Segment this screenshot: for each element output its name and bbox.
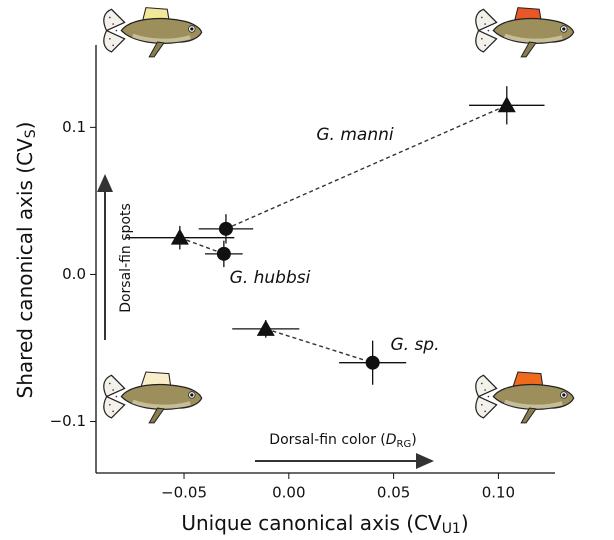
x-tick-label: 0.10 [482, 484, 515, 502]
point-circle [219, 222, 233, 236]
x-axis-title: Unique canonical axis (CVU1) [181, 511, 468, 538]
axis-title-text: U1 [442, 521, 461, 537]
x-tick-label: 0.00 [272, 484, 305, 502]
axis-title-text: ) [461, 511, 469, 535]
point-circle [366, 356, 380, 370]
annotation-text: ) [411, 432, 416, 448]
fish-icon [476, 8, 574, 57]
point-triangle [498, 96, 516, 112]
chart: Dorsal-fin spots Dorsal-fin color (DRG) … [0, 0, 614, 540]
annotation-text: Dorsal-fin color ( [269, 432, 385, 448]
y-tick-label: 0.1 [62, 118, 86, 136]
y-tick-label: 0.0 [62, 265, 86, 283]
connector-line [226, 105, 507, 229]
point-triangle [257, 320, 275, 336]
axis-title-text: Shared canonical axis (CV [13, 138, 37, 399]
y-tick-label: −0.1 [50, 412, 86, 430]
connector-line [180, 238, 224, 254]
axis-title-text: ) [13, 122, 37, 130]
annotation: Dorsal-fin color (DRG) [269, 432, 416, 450]
fish-icon [476, 372, 574, 423]
series-label: G. manni [316, 125, 394, 145]
axis-title-text: Unique canonical axis (CV [181, 511, 442, 535]
annotation-text: RG [397, 439, 412, 450]
series-label: G. sp. [390, 335, 439, 355]
connector-line [266, 329, 373, 363]
fish-icon [104, 372, 202, 423]
axis-title-text: S [23, 129, 39, 138]
x-tick-label: −0.05 [161, 484, 207, 502]
annotation-text: D [386, 432, 397, 448]
annotation: Dorsal-fin spots [118, 203, 134, 313]
point-circle [217, 247, 231, 261]
x-tick-label: 0.05 [377, 484, 410, 502]
point-triangle [171, 229, 189, 245]
series-label: G. hubbsi [230, 268, 311, 288]
y-axis-title: Shared canonical axis (CVS) [13, 122, 40, 399]
fish-icon [104, 8, 202, 57]
